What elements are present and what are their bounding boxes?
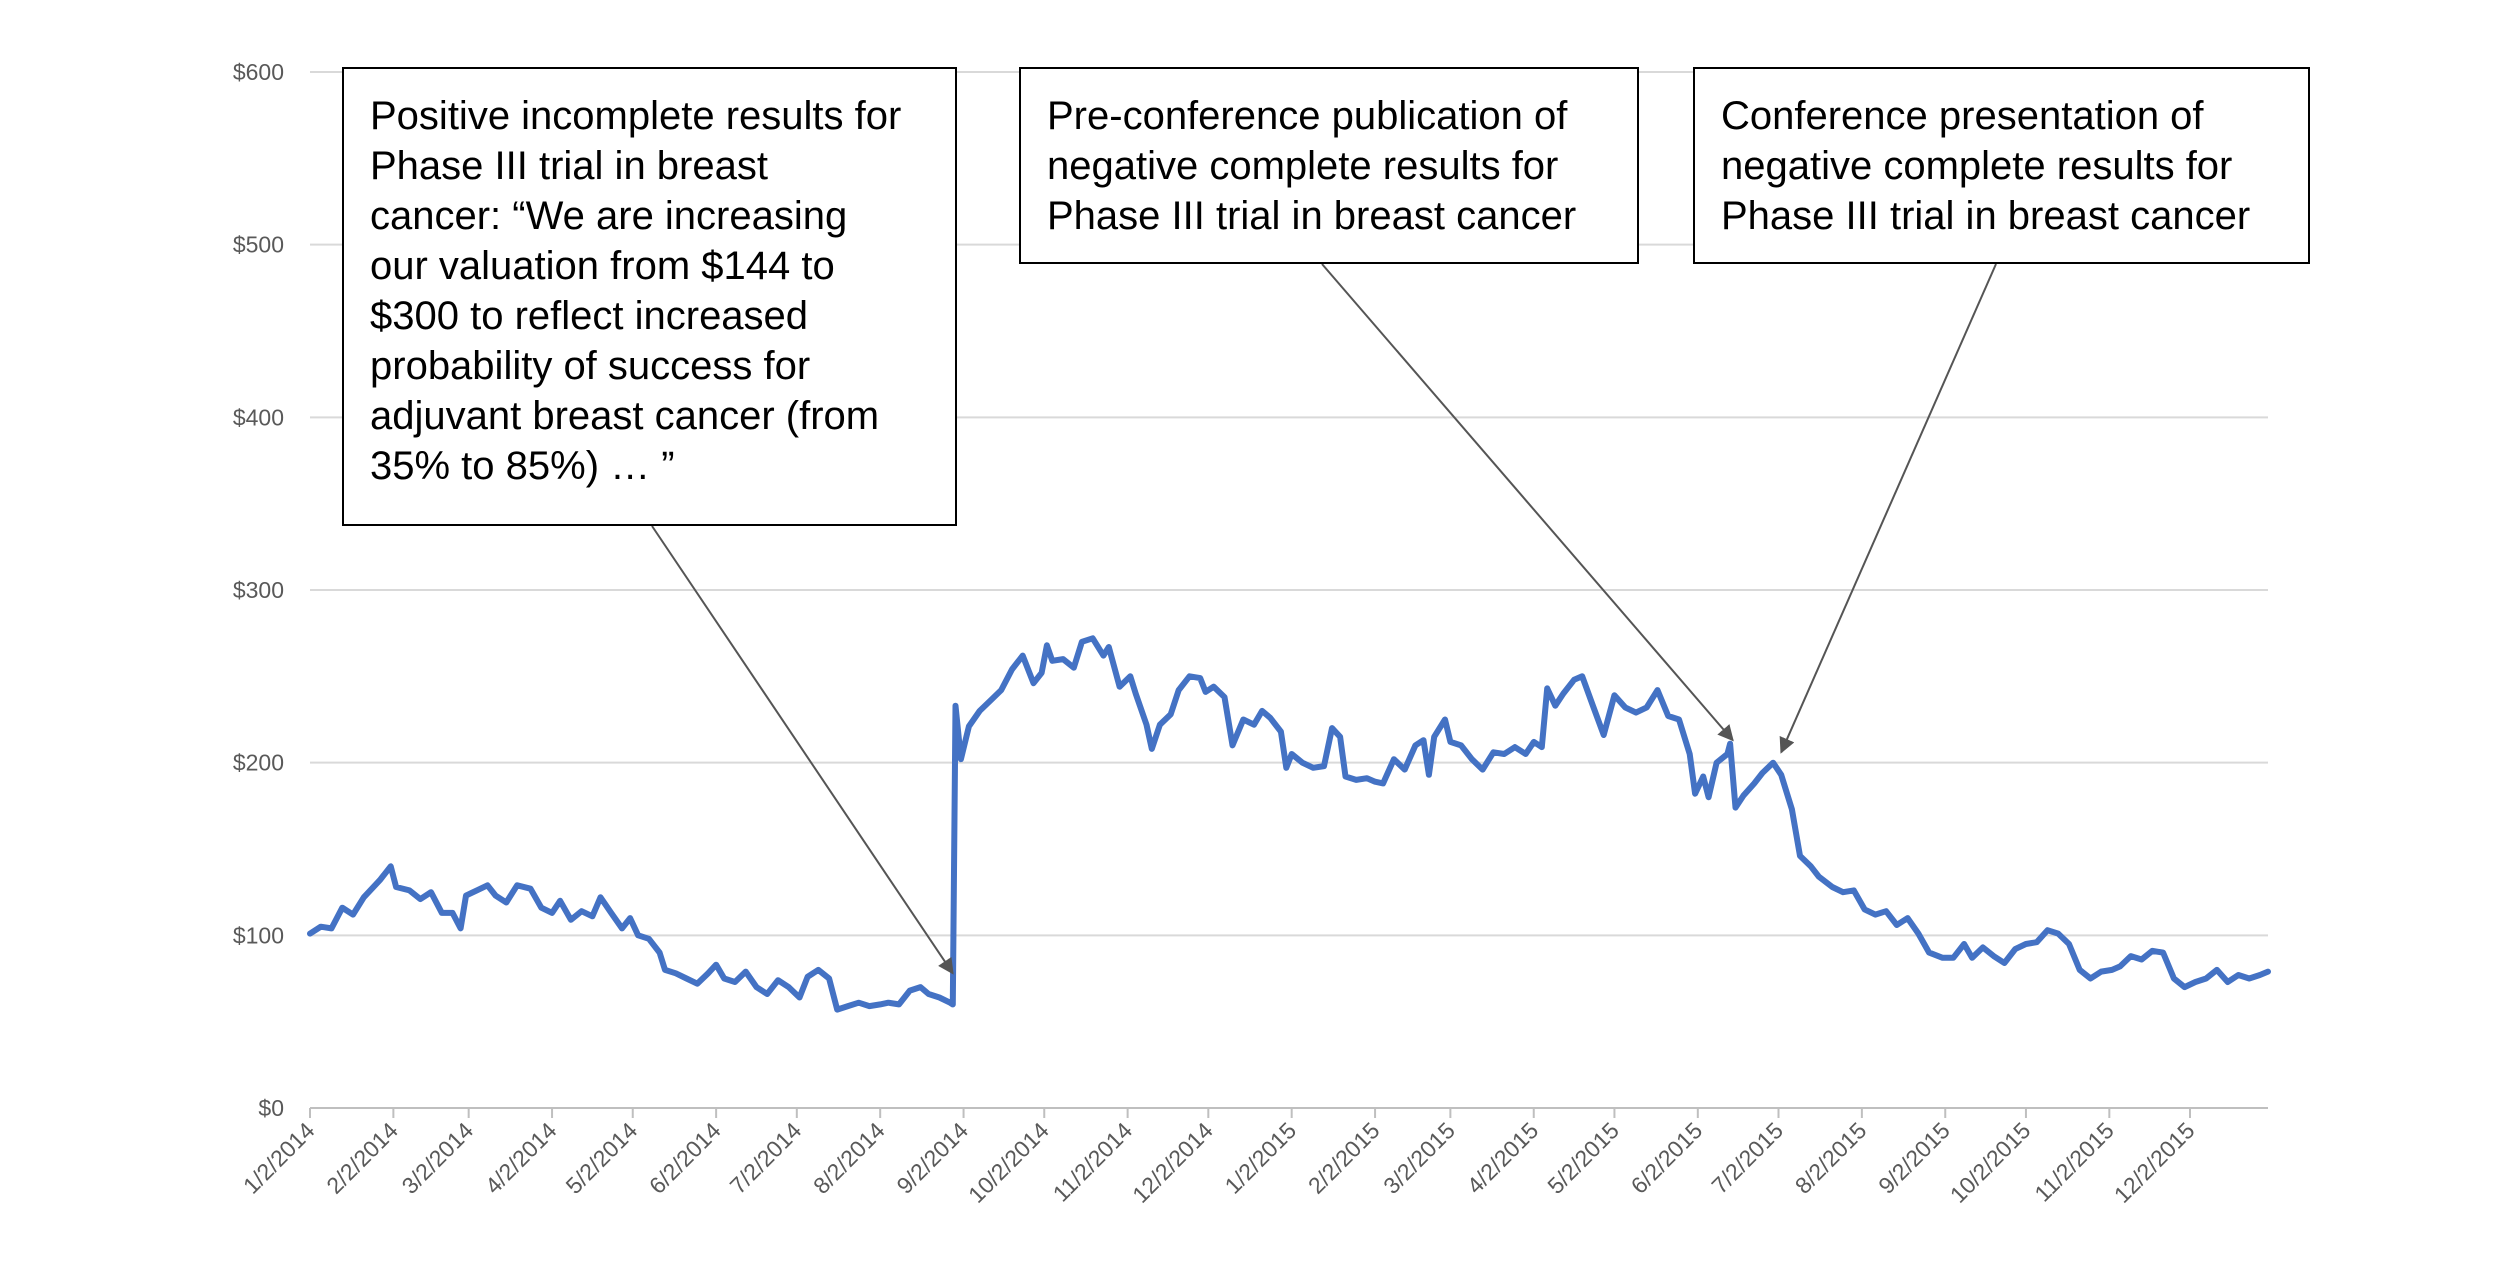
y-tick-label: $600 (233, 59, 284, 85)
annotation-line: adjuvant breast cancer (from (370, 394, 880, 438)
x-tick-label: 5/2/2014 (561, 1117, 643, 1199)
x-tick-label: 12/2/2014 (1127, 1117, 1218, 1208)
annotation-line: cancer: “We are increasing (370, 194, 848, 238)
x-tick-label: 8/2/2014 (808, 1117, 890, 1199)
x-tick-label: 2/2/2015 (1303, 1117, 1385, 1199)
annotation-positive-results: Positive incomplete results for Phase III… (342, 67, 957, 526)
annotation-line: Phase III trial in breast cancer (1047, 194, 1577, 238)
annotation-line: Phase III trial in breast cancer (1721, 194, 2251, 238)
x-tick-label: 3/2/2015 (1378, 1117, 1460, 1199)
annotation-line: negative complete results for (1721, 144, 2233, 188)
annotation-arrows (651, 263, 1997, 975)
x-tick-label: 9/2/2015 (1873, 1117, 1955, 1199)
x-tick-label: 1/2/2015 (1220, 1117, 1302, 1199)
annotation-arrow (651, 525, 954, 975)
x-tick-label: 4/2/2014 (480, 1117, 562, 1199)
y-tick-label: $500 (233, 232, 284, 258)
annotation-line: 35% to 85%) … ” (370, 444, 675, 488)
annotation-line: our valuation from $144 to (370, 244, 835, 288)
x-tick-label: 5/2/2015 (1542, 1117, 1624, 1199)
price-series-line (307, 635, 2271, 1013)
y-tick-label: $400 (233, 404, 284, 430)
x-tick-label: 3/2/2014 (397, 1117, 479, 1199)
annotation-arrow (1779, 263, 1997, 754)
annotation-line: Conference presentation of (1721, 94, 2204, 138)
annotation-line: Pre-conference publication of (1047, 94, 1568, 138)
annotation-arrow (1321, 263, 1734, 742)
x-tick-label: 12/2/2015 (2109, 1117, 2200, 1208)
y-tick-label: $0 (258, 1095, 284, 1121)
x-tick-label: 10/2/2014 (963, 1117, 1054, 1208)
x-tick-label: 6/2/2015 (1626, 1117, 1708, 1199)
annotation-line: probability of success for (370, 344, 811, 388)
y-tick-label: $100 (233, 922, 284, 948)
annotation-line: Phase III trial in breast (370, 144, 768, 188)
y-tick-label: $200 (233, 750, 284, 776)
x-tick-label: 4/2/2015 (1462, 1117, 1544, 1199)
annotation-pre-conference: Pre-conference publication of negative co… (1019, 67, 1639, 264)
x-tick-label: 6/2/2014 (644, 1117, 726, 1199)
x-tick-label: 7/2/2014 (725, 1117, 807, 1199)
x-tick-label: 8/2/2015 (1790, 1117, 1872, 1199)
x-tick-label: 9/2/2014 (891, 1117, 973, 1199)
x-tick-label: 11/2/2014 (1048, 1117, 1138, 1207)
annotation-line: negative complete results for (1047, 144, 1559, 188)
y-axis-labels: $0 $100 $200 $300 $400 $500 $600 (233, 59, 284, 1121)
x-tick-label: 7/2/2015 (1706, 1117, 1788, 1199)
y-tick-label: $300 (233, 577, 284, 603)
x-tick-label: 11/2/2015 (2029, 1117, 2119, 1207)
x-tick-label: 10/2/2015 (1945, 1117, 2036, 1208)
series-layer (307, 635, 2271, 1013)
x-tick-label: 1/2/2014 (238, 1117, 320, 1199)
annotation-line: Positive incomplete results for (370, 94, 902, 138)
annotation-line: $300 to reflect increased (370, 294, 809, 338)
x-axis (309, 1107, 2268, 1118)
x-tick-label: 2/2/2014 (321, 1117, 403, 1199)
annotation-conference: Conference presentation of negative compl… (1693, 67, 2310, 264)
